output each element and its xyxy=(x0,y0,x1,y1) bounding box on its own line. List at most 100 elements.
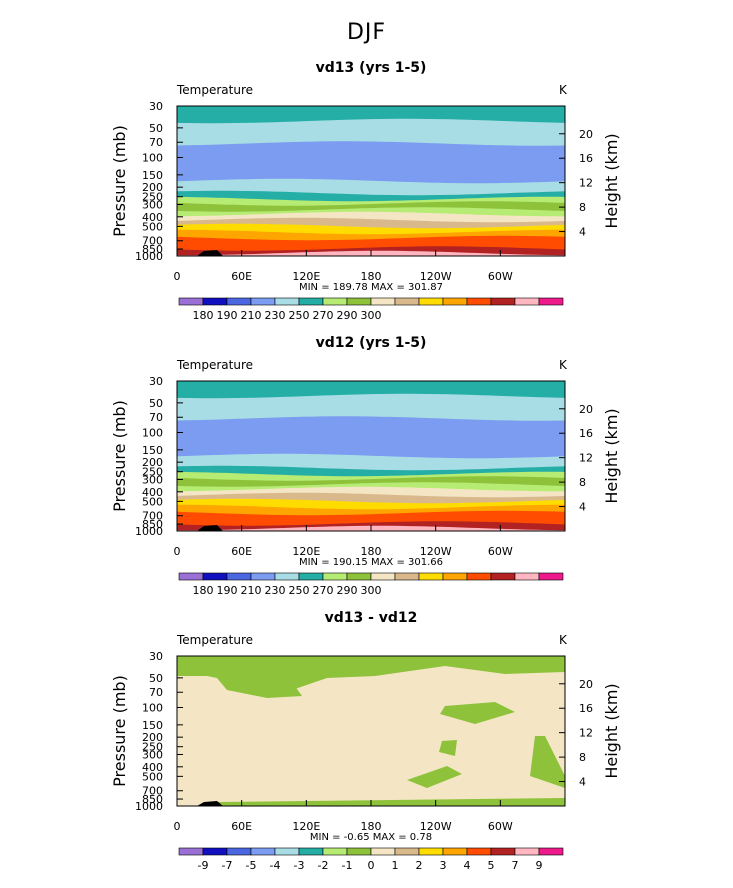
x-tick-label: 60W xyxy=(488,820,513,833)
colorbar-swatch xyxy=(274,572,300,581)
colorbar-label: 4 xyxy=(464,859,471,872)
colorbar-swatch xyxy=(490,297,516,306)
colorbar-swatch xyxy=(466,572,492,581)
chart-title: vd12 (yrs 1-5) xyxy=(316,335,427,351)
y-tick-label: 250 xyxy=(142,466,163,479)
y2-tick-label: 8 xyxy=(579,476,586,489)
colorbar-swatch xyxy=(202,572,228,581)
y2-axis-label: Height (km) xyxy=(602,683,621,778)
colorbar-label: -1 xyxy=(342,859,353,872)
colorbar-swatch xyxy=(298,572,324,581)
colorbar-swatch xyxy=(178,572,204,581)
colorbar-swatch xyxy=(322,847,348,856)
x-tick-label: 60E xyxy=(231,820,252,833)
y-tick-label: 300 xyxy=(142,198,163,211)
y-tick-label: 70 xyxy=(149,686,163,699)
colorbar-swatch xyxy=(418,572,444,581)
x-tick-label: 120E xyxy=(292,270,320,283)
colorbar-swatch xyxy=(418,297,444,306)
min-max-stats: MIN = 189.78 MAX = 301.87 xyxy=(299,282,443,293)
colorbar-swatch xyxy=(538,847,564,856)
colorbar-swatch xyxy=(394,297,420,306)
y-tick-label: 70 xyxy=(149,411,163,424)
colorbar-label: 9 xyxy=(536,859,543,872)
x-tick-label: 120W xyxy=(420,820,452,833)
y2-tick-label: 4 xyxy=(579,501,586,514)
colorbar-swatch xyxy=(538,572,564,581)
x-tick-label: 120W xyxy=(420,270,452,283)
colorbar-label: 210 xyxy=(241,584,262,597)
colorbar-swatch xyxy=(274,847,300,856)
topography-mask xyxy=(197,801,223,806)
y-tick-label: 1000 xyxy=(135,250,163,263)
colorbar-swatch xyxy=(442,297,468,306)
colorbar-swatch xyxy=(514,572,540,581)
colorbar-swatch xyxy=(466,297,492,306)
y-tick-label: 200 xyxy=(142,456,163,469)
colorbar-swatch xyxy=(250,297,276,306)
topography-mask xyxy=(197,525,223,531)
colorbar-swatch xyxy=(418,847,444,856)
y-tick-label: 400 xyxy=(142,211,163,224)
y-tick-label: 200 xyxy=(142,181,163,194)
colorbar-swatch xyxy=(322,297,348,306)
x-tick-label: 0 xyxy=(174,270,181,283)
plot-area xyxy=(177,381,565,531)
colorbar-label: 210 xyxy=(241,309,262,322)
colorbar-swatch xyxy=(226,847,252,856)
colorbar-label: -4 xyxy=(270,859,281,872)
y-axis-label: Pressure (mb) xyxy=(110,125,129,237)
colorbar-label: 270 xyxy=(313,584,334,597)
colorbar-swatch xyxy=(322,572,348,581)
y-tick-label: 850 xyxy=(142,793,163,806)
y-tick-label: 300 xyxy=(142,748,163,761)
colorbar-label: 2 xyxy=(416,859,423,872)
colorbar-swatch xyxy=(202,847,228,856)
panel-2: vd12 (yrs 1-5)Temperature K30507010015020… xyxy=(110,335,621,597)
y2-tick-label: 12 xyxy=(579,727,593,740)
y-tick-label: 100 xyxy=(142,427,163,440)
y-tick-label: 250 xyxy=(142,741,163,754)
y-tick-label: 200 xyxy=(142,731,163,744)
contour-band xyxy=(530,736,565,788)
y-tick-label: 50 xyxy=(149,397,163,410)
y-tick-label: 1000 xyxy=(135,800,163,813)
colorbar-label: -5 xyxy=(246,859,257,872)
y-tick-label: 500 xyxy=(142,220,163,233)
colorbar-label: 0 xyxy=(368,859,375,872)
y2-tick-label: 4 xyxy=(579,226,586,239)
y2-tick-label: 20 xyxy=(579,128,593,141)
y-axis-label: Pressure (mb) xyxy=(110,400,129,512)
colorbar-label: 7 xyxy=(512,859,519,872)
x-tick-label: 120W xyxy=(420,545,452,558)
colorbar-swatch xyxy=(514,297,540,306)
y-tick-label: 850 xyxy=(142,518,163,531)
units-label: K xyxy=(559,358,568,372)
colorbar-swatch xyxy=(346,297,372,306)
y2-tick-label: 16 xyxy=(579,152,593,165)
x-tick-label: 0 xyxy=(174,820,181,833)
colorbar-swatch xyxy=(250,847,276,856)
units-label: K xyxy=(559,83,568,97)
colorbar-swatch xyxy=(250,572,276,581)
min-max-stats: MIN = 190.15 MAX = 301.66 xyxy=(299,557,443,568)
colorbar-label: 1 xyxy=(392,859,399,872)
colorbar-swatch xyxy=(178,297,204,306)
colorbar-swatch xyxy=(370,847,396,856)
units-label: K xyxy=(559,633,568,647)
x-tick-label: 120E xyxy=(292,820,320,833)
colorbar-swatch xyxy=(226,297,252,306)
y-tick-label: 50 xyxy=(149,122,163,135)
colorbar-swatch xyxy=(370,572,396,581)
y2-tick-label: 8 xyxy=(579,201,586,214)
y2-tick-label: 16 xyxy=(579,702,593,715)
y-tick-label: 1000 xyxy=(135,525,163,538)
panel-1: vd13 (yrs 1-5)Temperature K30507010015020… xyxy=(110,60,621,322)
y-tick-label: 70 xyxy=(149,136,163,149)
variable-label: Temperature xyxy=(176,83,253,97)
y-tick-label: 30 xyxy=(149,375,163,388)
y2-tick-label: 8 xyxy=(579,751,586,764)
y-tick-label: 850 xyxy=(142,243,163,256)
y-tick-label: 150 xyxy=(142,444,163,457)
colorbar-swatch xyxy=(226,572,252,581)
